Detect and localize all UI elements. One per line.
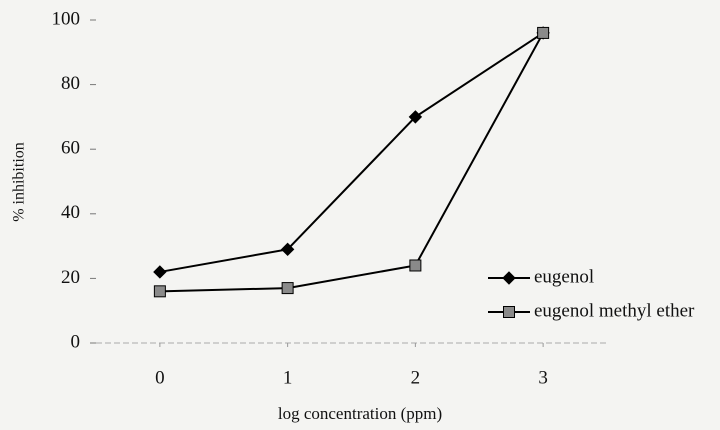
x-tick-label: 1 <box>283 367 293 388</box>
square-marker <box>153 285 166 298</box>
y-tick-label: 100 <box>52 8 81 29</box>
diamond-marker <box>408 110 423 124</box>
y-tick-label: 40 <box>61 202 80 223</box>
y-tick-label: 20 <box>61 267 80 288</box>
x-tick-label: 3 <box>538 367 548 388</box>
y-tick-label: 0 <box>71 331 81 352</box>
x-tick-label: 2 <box>411 367 421 388</box>
y-tick-label: 60 <box>61 138 80 159</box>
series-line <box>159 32 545 293</box>
diamond-marker <box>153 265 167 279</box>
series-line <box>159 32 544 273</box>
y-axis-label: % inhibition <box>11 142 28 222</box>
legend-label: eugenol <box>534 266 594 287</box>
x-tick-label: 0 <box>155 367 165 388</box>
legend-marker <box>502 271 516 285</box>
diamond-marker <box>280 242 295 257</box>
y-tick-label: 80 <box>61 73 80 94</box>
square-marker <box>281 282 294 295</box>
legend-marker <box>503 306 515 318</box>
x-axis-label: log concentration (ppm) <box>278 404 442 423</box>
legend-label: eugenol methyl ether <box>534 300 695 321</box>
square-marker <box>409 259 422 272</box>
square-marker <box>537 26 550 39</box>
